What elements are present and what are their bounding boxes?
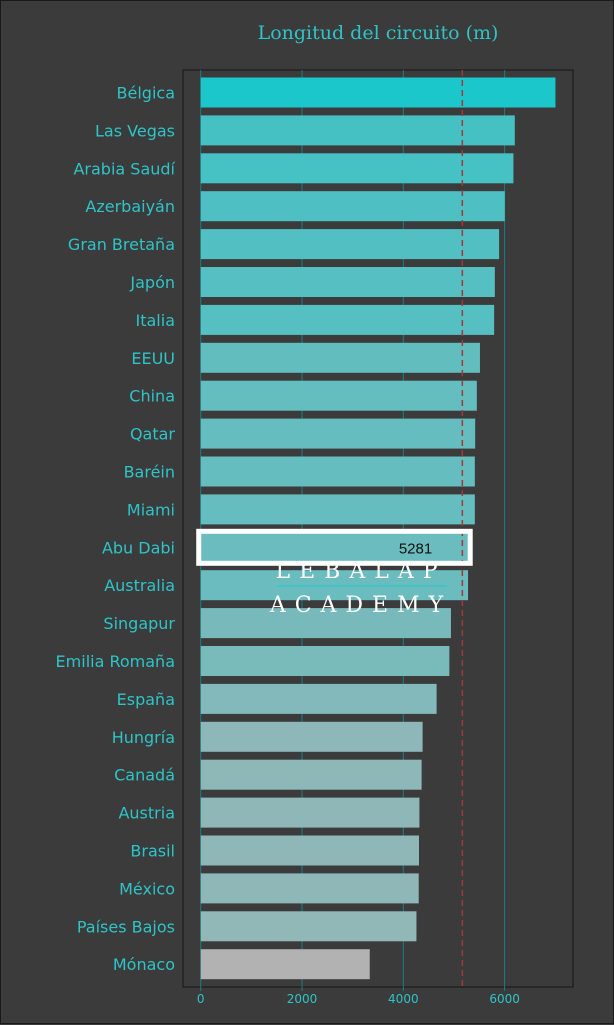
bar bbox=[200, 494, 475, 525]
plot-border bbox=[182, 69, 574, 988]
category-label: México bbox=[119, 879, 175, 898]
category-label: Italia bbox=[136, 311, 176, 330]
bar bbox=[200, 77, 556, 108]
x-axis-ticks: 0 2000 4000 6000 bbox=[197, 987, 520, 1006]
bar bbox=[200, 532, 469, 563]
tick-label: 0 bbox=[197, 992, 205, 1006]
category-label: Mónaco bbox=[113, 955, 175, 974]
category-label: Miami bbox=[127, 500, 175, 519]
bar bbox=[200, 115, 515, 146]
bar bbox=[200, 304, 495, 335]
category-label: Bélgica bbox=[117, 84, 175, 103]
watermark: LEBALAP ACADEMY bbox=[269, 559, 452, 618]
bar bbox=[200, 153, 514, 184]
category-label: Brasil bbox=[130, 842, 175, 861]
bar bbox=[200, 797, 420, 828]
bar bbox=[200, 570, 469, 601]
category-label: Australia bbox=[104, 576, 175, 595]
bar bbox=[200, 456, 475, 487]
highlight-layer: 5281 bbox=[196, 528, 473, 566]
bar bbox=[200, 683, 437, 714]
bar bbox=[200, 418, 476, 449]
bar bbox=[200, 759, 422, 790]
tick-label: 4000 bbox=[388, 992, 419, 1006]
category-label: Baréin bbox=[124, 463, 175, 482]
tick-label: 6000 bbox=[489, 992, 520, 1006]
category-label: Arabia Saudí bbox=[73, 159, 175, 178]
bar bbox=[200, 873, 419, 904]
bar bbox=[200, 721, 423, 752]
tick-label: 2000 bbox=[287, 992, 318, 1006]
watermark-line-2: ACADEMY bbox=[269, 593, 452, 618]
bar bbox=[200, 267, 495, 297]
watermark-line-1: LEBALAP bbox=[275, 559, 446, 584]
category-label: China bbox=[129, 387, 175, 406]
highlight-value-label: 5281 bbox=[399, 540, 432, 557]
bar bbox=[200, 608, 451, 639]
category-label: Abu Dabi bbox=[102, 538, 175, 557]
bar bbox=[200, 835, 419, 866]
highlight-box bbox=[196, 528, 473, 566]
bar bbox=[200, 229, 500, 260]
bar bbox=[200, 342, 480, 373]
category-labels: Bélgica Las Vegas Arabia Saudí Azerbaiyán Gr… bbox=[56, 84, 176, 975]
category-label: Gran Bretaña bbox=[68, 235, 175, 254]
category-label: Japón bbox=[129, 273, 175, 292]
grid-layer bbox=[182, 69, 574, 988]
chart-title: Longitud del circuito (m) bbox=[258, 22, 499, 44]
bar bbox=[200, 646, 450, 676]
category-label: Azerbaiyán bbox=[85, 197, 175, 216]
category-label: EEUU bbox=[131, 349, 175, 368]
category-label: Emilia Romaña bbox=[56, 652, 175, 671]
bar bbox=[200, 949, 370, 980]
category-label: Hungría bbox=[112, 728, 175, 747]
category-label: Austria bbox=[118, 804, 175, 823]
category-label: Canadá bbox=[114, 766, 175, 785]
category-label: Qatar bbox=[130, 425, 175, 444]
category-label: Las Vegas bbox=[95, 121, 175, 140]
category-label: Singapur bbox=[103, 614, 175, 633]
bar bbox=[200, 191, 505, 222]
bar bbox=[200, 911, 417, 942]
bars-layer bbox=[200, 77, 556, 980]
category-label: España bbox=[117, 690, 175, 709]
bar bbox=[200, 380, 477, 411]
category-label: Países Bajos bbox=[77, 917, 175, 936]
